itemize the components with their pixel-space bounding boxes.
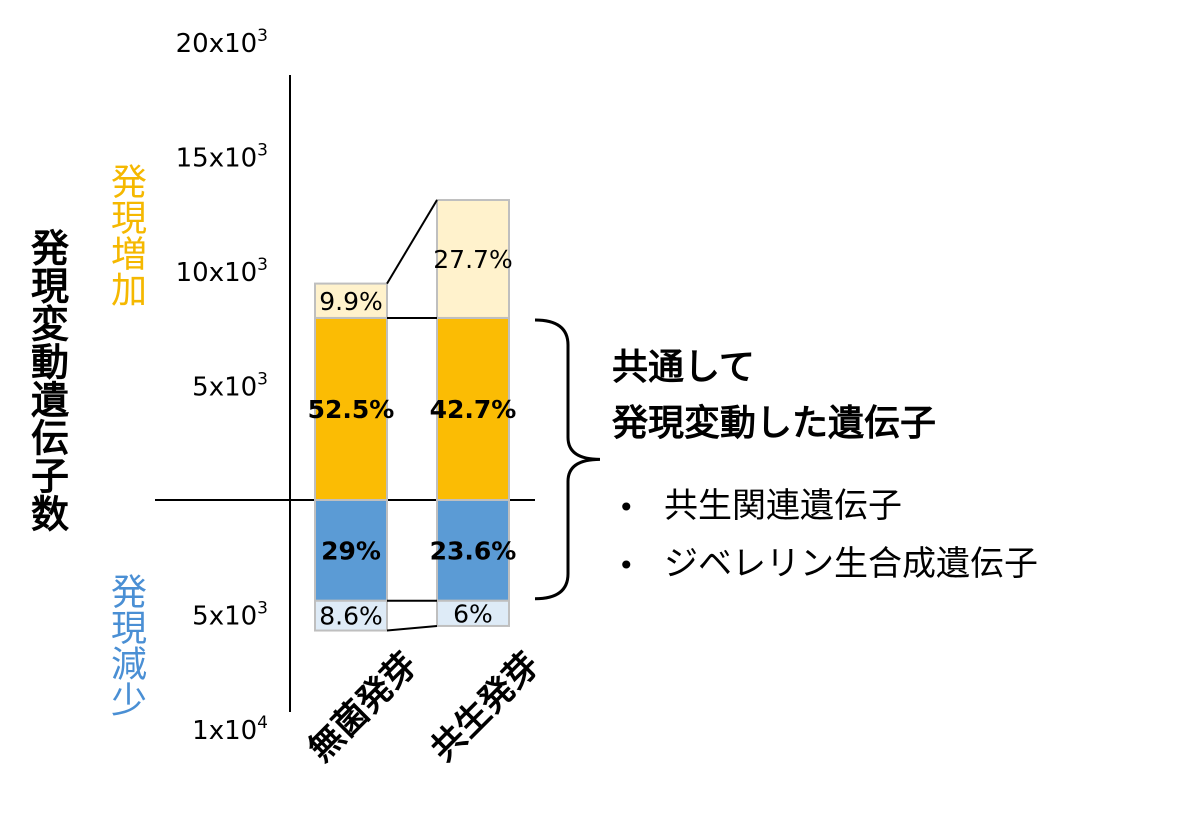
annotation-item: • 共生関連遺伝子	[618, 478, 1038, 536]
connector-line	[386, 199, 438, 285]
y-tick-label: 1x104	[192, 713, 268, 746]
x-tick-label: 共生発芽	[423, 645, 547, 769]
bullet-icon: •	[618, 491, 635, 524]
bar-segment-down-specific	[314, 599, 388, 632]
data-label: 9.9%	[319, 287, 383, 316]
y-tick-label: 5x103	[192, 370, 268, 403]
y-tick-label: 5x103	[192, 599, 268, 632]
annotation-title-line1: 共通して	[612, 347, 755, 388]
data-label: 29%	[321, 536, 381, 565]
annotation-item: • ジベレリン生合成遺伝子	[618, 536, 1038, 594]
annotation-list: • 共生関連遺伝子 • ジベレリン生合成遺伝子	[618, 478, 1038, 594]
y-axis-label-increase: 発現増加	[105, 163, 146, 307]
y-axis-title: 発現変動遺伝子数	[24, 228, 69, 532]
data-label: 42.7%	[430, 395, 517, 424]
bar-segment-up-common	[314, 316, 388, 501]
data-label: 27.7%	[433, 245, 512, 274]
x-tick-label: 無菌発芽	[301, 645, 425, 769]
bar-segment-down-specific	[436, 599, 510, 627]
annotation-title-line2: 発現変動した遺伝子	[612, 403, 937, 444]
data-label: 52.5%	[308, 395, 395, 424]
data-label: 23.6%	[430, 536, 517, 565]
bar-segment-up-common	[436, 316, 510, 501]
connector-line	[386, 624, 438, 632]
y-tick-label: 10x103	[176, 255, 268, 288]
data-label: 8.6%	[319, 602, 383, 631]
y-axis-label-decrease: 発現減少	[105, 573, 146, 717]
annotation-item-label: 共生関連遺伝子	[664, 486, 902, 526]
y-tick-label: 15x103	[176, 141, 268, 174]
common-genes-annotation: 共通して 発現変動した遺伝子	[612, 340, 936, 452]
curly-brace	[534, 318, 601, 601]
data-label: 6%	[453, 599, 493, 628]
bullet-icon: •	[618, 549, 635, 582]
y-tick-label: 20x103	[176, 26, 268, 59]
bar-segment-down-common	[436, 499, 510, 602]
bar-segment-up-specific	[436, 199, 510, 319]
bar-segment-up-specific	[314, 282, 388, 319]
bar-segment-down-common	[314, 499, 388, 602]
annotation-item-label: ジベレリン生合成遺伝子	[664, 544, 1038, 584]
